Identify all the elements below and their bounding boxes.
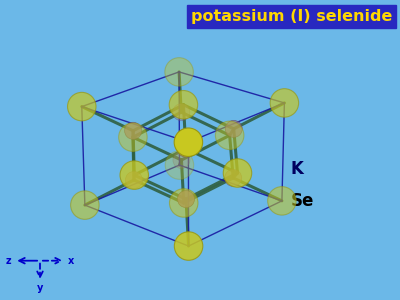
Text: x: x (68, 256, 74, 266)
Text: potassium (I) selenide: potassium (I) selenide (191, 9, 392, 24)
Text: Se: Se (290, 192, 314, 210)
Text: z: z (5, 256, 11, 266)
Text: y: y (37, 283, 43, 293)
Text: K: K (290, 160, 303, 178)
